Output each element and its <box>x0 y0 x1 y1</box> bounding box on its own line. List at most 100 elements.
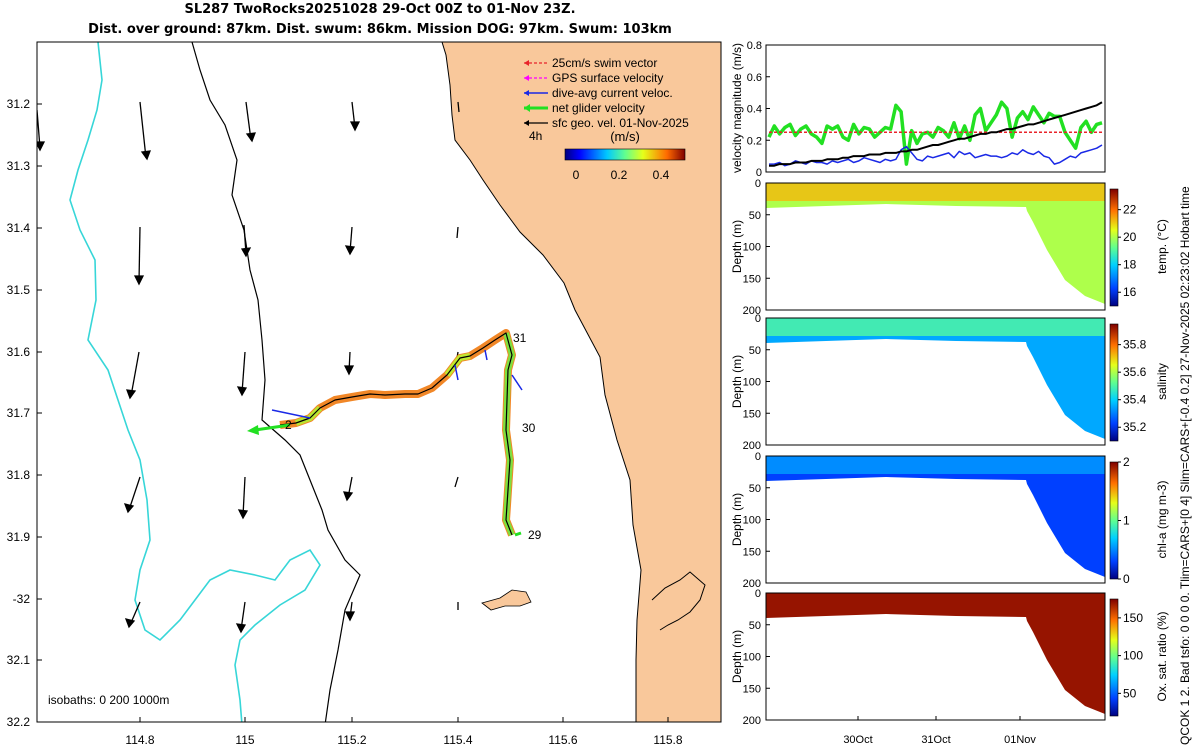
colorbar-tick-label: 20 <box>1123 230 1137 244</box>
map-ytick-label: 31.4 <box>7 221 31 235</box>
coastline <box>441 42 642 722</box>
plot-title-line1: SL287 TwoRocks20251028 29-Oct 00Z to 01-… <box>184 2 576 17</box>
cb-tick-2: 0.4 <box>653 168 670 182</box>
section-ylabel: Depth (m) <box>730 493 744 546</box>
section-ylabel: Depth (m) <box>730 630 744 683</box>
section-ytick-label: 50 <box>749 210 761 222</box>
time-tick-label: 30Oct <box>843 734 872 746</box>
section-ytick-label: 50 <box>749 620 761 632</box>
island <box>481 589 532 611</box>
colorbar-tick-label: 2 <box>1123 455 1130 469</box>
section-colorbar <box>1109 461 1119 580</box>
section-colorbar <box>1109 323 1119 442</box>
map-xtick-label: 115.6 <box>548 733 577 747</box>
section-data-surface <box>766 593 1105 611</box>
isobath-200 <box>191 42 361 722</box>
map-xtick-label: 115.8 <box>653 733 682 747</box>
vel-series-dive-avg-current <box>769 144 1103 167</box>
speed-colorbar <box>564 148 686 161</box>
vel-ytick-label: 0.8 <box>747 40 762 52</box>
velocity-ylabel: velocity magnitude (m/s) <box>730 43 744 173</box>
section-colorbar-label: Ox. sat. ratio (%) <box>1155 611 1169 701</box>
day-label-2: 2 <box>285 418 292 432</box>
vel-series-sfc-geo-vel- <box>769 101 1103 167</box>
section-data-surface <box>766 183 1105 201</box>
colorbar-tick-label: 35.4 <box>1123 393 1147 407</box>
section-ylabel: Depth (m) <box>730 220 744 273</box>
colorbar-tick-label: 22 <box>1123 203 1137 217</box>
map-ytick-label: 31.8 <box>7 468 31 482</box>
time-tick-label: 31Oct <box>921 734 950 746</box>
glider-track <box>247 329 523 537</box>
cb-tick-0: 0 <box>573 168 580 182</box>
section-ytick-label: 100 <box>743 242 761 254</box>
section-colorbar <box>1109 598 1119 717</box>
colorbar-tick-label: 18 <box>1123 258 1137 272</box>
map-ytick-label: 32.2 <box>7 715 31 729</box>
legend-swim: 25cm/s swim vector <box>552 56 657 70</box>
section-ytick-label: 0 <box>755 451 761 463</box>
section-ytick-label: 100 <box>743 652 761 664</box>
map-ytick-label: -32 <box>13 592 31 606</box>
section-ytick-label: 100 <box>743 515 761 527</box>
legend-4h: 4h <box>529 129 542 143</box>
map-xtick-label: 115 <box>235 733 254 747</box>
cb-tick-1: 0.2 <box>611 168 628 182</box>
vel-ytick-label: 0.2 <box>747 135 762 147</box>
map-xtick-label: 115.2 <box>337 733 366 747</box>
day-label-29: 29 <box>528 528 542 542</box>
inlet-coast <box>651 571 706 631</box>
map-ytick-label: 31.6 <box>7 345 31 359</box>
colorbar-tick-label: 1 <box>1123 514 1130 528</box>
colorbar-tick-label: 35.8 <box>1123 338 1147 352</box>
section-colorbar-label: salinity <box>1155 363 1169 400</box>
plot-title-line2: Dist. over ground: 87km. Dist. swum: 86k… <box>88 22 672 37</box>
section-ytick-label: 150 <box>743 408 761 420</box>
section-ytick-label: 100 <box>743 377 761 389</box>
map-ytick-label: 31.9 <box>7 530 31 544</box>
colorbar-tick-label: 35.6 <box>1123 365 1147 379</box>
section-data-surface <box>766 456 1105 474</box>
section-ytick-label: 200 <box>743 715 761 727</box>
land-mass <box>442 42 721 722</box>
section-colorbar-label: chl-a (mg m-3) <box>1155 480 1169 558</box>
section-ytick-label: 200 <box>743 305 761 317</box>
map-xtick-label: 114.8 <box>125 733 154 747</box>
time-tick-label: 01Nov <box>1004 734 1036 746</box>
colorbar-title: (m/s) <box>610 129 640 144</box>
vel-ytick-label: 0 <box>756 167 762 179</box>
isobath-note: isobaths: 0 200 1000m <box>48 693 169 707</box>
day-label-31: 31 <box>513 331 527 345</box>
legend: 25cm/s swim vector GPS surface velocity … <box>524 56 689 182</box>
section-ytick-label: 50 <box>749 345 761 357</box>
section-panel-3: 0 50 100 150 200 Depth (m) 0 1 2 chl-a (mg m-3) <box>730 451 1169 590</box>
section-colorbar <box>1109 188 1119 307</box>
section-ytick-label: 50 <box>749 483 761 495</box>
section-ytick-label: 150 <box>743 273 761 285</box>
map-frame <box>36 41 722 723</box>
section-ytick-label: 0 <box>755 313 761 325</box>
timeseries-panels: 0 0.2 0.4 0.6 0.8 velocity magnitude (m/s) 0… <box>730 40 1169 746</box>
map-xtick-label: 115.4 <box>443 733 472 747</box>
legend-net: net glider velocity <box>552 101 645 115</box>
section-ytick-label: 200 <box>743 578 761 590</box>
legend-current: dive-avg current veloc. <box>552 86 673 100</box>
colorbar-tick-label: 50 <box>1123 686 1137 700</box>
map-ytick-label: 31.7 <box>7 406 31 420</box>
section-ytick-label: 0 <box>755 588 761 600</box>
colorbar-tick-label: 0 <box>1123 572 1130 586</box>
day-label-30: 30 <box>522 421 536 435</box>
section-data-surface <box>766 318 1105 336</box>
sfc-geostrophic-arrows <box>37 101 460 634</box>
map-ytick-label: 31.2 <box>7 97 31 111</box>
section-panel-2: 0 50 100 150 200 Depth (m) 35.2 35.4 35.6 35.8 sal… <box>730 313 1169 452</box>
vel-ytick-label: 0.6 <box>747 72 762 84</box>
map-panel: 31.2 31.3 31.4 31.5 31.6 31.7 31.8 31.9 -32 32.1 3… <box>7 41 722 747</box>
colorbar-tick-label: 35.2 <box>1123 420 1147 434</box>
side-note: QCOK 1 2. Bad tsfo: 0 0 0 0. Tlim=CARS+[… <box>1178 186 1192 745</box>
colorbar-tick-label: 100 <box>1123 649 1143 663</box>
map-ytick-label: 32.1 <box>7 653 31 667</box>
section-ytick-label: 0 <box>755 178 761 190</box>
section-ytick-label: 150 <box>743 683 761 695</box>
isobath-1000 <box>69 42 321 722</box>
